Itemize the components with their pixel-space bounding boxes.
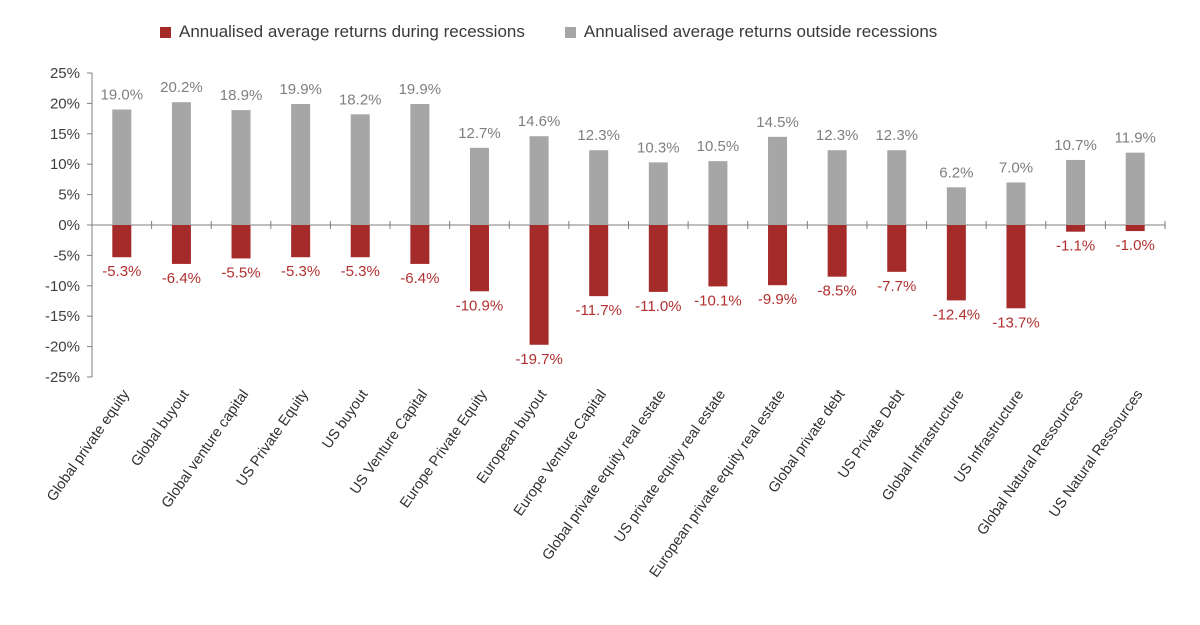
data-label-during: -5.3% xyxy=(102,263,141,280)
bar-outside-recession xyxy=(648,162,668,225)
y-tick-label: 10% xyxy=(50,156,80,173)
legend-label-during: Annualised average returns during recess… xyxy=(179,22,525,41)
data-label-during: -11.0% xyxy=(635,298,681,315)
y-tick-label: -15% xyxy=(45,308,80,325)
bar-outside-recession xyxy=(291,104,311,225)
data-label-during: -6.4% xyxy=(400,270,439,287)
bar-during-recession xyxy=(946,225,966,301)
data-label-during: -5.5% xyxy=(221,264,260,281)
data-label-during: -5.3% xyxy=(341,263,380,280)
bar-outside-recession xyxy=(946,187,966,225)
bar-outside-recession xyxy=(171,102,191,225)
legend-swatch-during xyxy=(160,26,171,38)
data-label-outside: 19.9% xyxy=(399,81,442,98)
y-tick-label: 15% xyxy=(50,126,80,143)
y-tick-label: 5% xyxy=(58,187,80,204)
legend: Annualised average returns during recess… xyxy=(160,22,937,42)
data-label-outside: 19.9% xyxy=(279,81,322,98)
bar-during-recession xyxy=(231,225,251,259)
data-label-outside: 12.3% xyxy=(875,127,918,144)
x-category-label: Global private equity real estate xyxy=(540,387,670,563)
bar-during-recession xyxy=(529,225,549,345)
bar-outside-recession xyxy=(827,150,847,225)
x-category-label: Global private equity xyxy=(44,387,133,505)
data-label-during: -10.9% xyxy=(456,297,504,314)
bar-outside-recession xyxy=(410,104,430,225)
data-label-during: -7.7% xyxy=(877,278,916,295)
data-label-outside: 10.3% xyxy=(637,139,680,156)
data-label-during: -5.3% xyxy=(281,263,320,280)
bar-during-recession xyxy=(1006,225,1026,309)
data-label-outside: 7.0% xyxy=(999,159,1033,176)
bar-during-recession xyxy=(887,225,907,272)
x-category-label: US Private Debt xyxy=(835,387,908,481)
data-label-outside: 10.7% xyxy=(1054,137,1097,154)
y-tick-label: -20% xyxy=(45,339,80,356)
bar-during-recession xyxy=(708,225,728,287)
bar-outside-recession xyxy=(768,136,788,225)
bar-outside-recession xyxy=(350,114,370,225)
data-label-during: -11.7% xyxy=(575,302,621,319)
y-tick-label: -10% xyxy=(45,278,80,295)
data-label-during: -12.4% xyxy=(933,306,981,323)
bar-during-recession xyxy=(768,225,788,286)
y-tick-label: -5% xyxy=(53,247,80,264)
data-label-during: -19.7% xyxy=(515,351,563,368)
data-label-outside: 6.2% xyxy=(939,164,973,181)
bar-during-recession xyxy=(589,225,609,297)
bar-outside-recession xyxy=(887,150,907,225)
bar-during-recession xyxy=(1066,225,1086,232)
bar-outside-recession xyxy=(1006,182,1026,225)
bar-outside-recession xyxy=(1125,152,1145,225)
y-tick-label: 25% xyxy=(50,65,80,82)
data-label-outside: 12.7% xyxy=(458,125,501,142)
y-tick-label: 20% xyxy=(50,95,80,112)
data-label-outside: 10.5% xyxy=(697,138,740,155)
legend-label-outside: Annualised average returns outside reces… xyxy=(583,22,938,41)
x-category-label: Global buyout xyxy=(128,387,192,469)
data-label-outside: 18.2% xyxy=(339,91,382,108)
data-label-outside: 20.2% xyxy=(160,79,203,96)
legend-swatch-outside xyxy=(564,26,576,38)
bar-during-recession xyxy=(410,225,430,264)
data-label-outside: 18.9% xyxy=(220,87,263,104)
bar-during-recession xyxy=(1125,225,1145,232)
y-tick-label: -25% xyxy=(45,369,80,386)
bar-during-recession xyxy=(827,225,847,277)
bar-outside-recession xyxy=(529,136,549,225)
data-label-outside: 12.3% xyxy=(577,127,620,144)
bar-during-recession xyxy=(112,225,132,258)
bar-during-recession xyxy=(469,225,489,292)
data-label-during: -1.0% xyxy=(1116,237,1155,254)
bar-outside-recession xyxy=(708,161,728,225)
bar-during-recession xyxy=(171,225,191,264)
bar-during-recession xyxy=(648,225,668,292)
x-category-label: US buyout xyxy=(320,387,372,452)
data-label-during: -1.1% xyxy=(1056,238,1095,255)
legend-item-outside: Annualised average returns outside reces… xyxy=(564,22,938,42)
x-category-label: Global Natural Ressources xyxy=(974,387,1086,538)
legend-item-during: Annualised average returns during recess… xyxy=(160,22,525,42)
bar-outside-recession xyxy=(469,147,489,225)
bar-outside-recession xyxy=(1066,159,1086,225)
bar-outside-recession xyxy=(589,150,609,225)
data-label-during: -13.7% xyxy=(992,314,1040,331)
bar-outside-recession xyxy=(231,110,251,225)
x-category-label: US private equity real estate xyxy=(612,387,730,545)
data-label-outside: 11.9% xyxy=(1114,130,1155,147)
y-tick-label: 0% xyxy=(58,217,80,234)
data-label-during: -6.4% xyxy=(162,270,201,287)
data-label-outside: 19.0% xyxy=(101,86,144,103)
data-label-during: -10.1% xyxy=(694,292,742,309)
data-label-outside: 14.5% xyxy=(756,114,799,131)
data-label-during: -8.5% xyxy=(818,283,857,300)
bar-during-recession xyxy=(291,225,311,258)
data-label-outside: 14.6% xyxy=(518,113,561,130)
data-label-during: -9.9% xyxy=(758,291,797,308)
data-label-outside: 12.3% xyxy=(816,127,859,144)
bar-outside-recession xyxy=(112,109,132,225)
bar-during-recession xyxy=(350,225,370,258)
